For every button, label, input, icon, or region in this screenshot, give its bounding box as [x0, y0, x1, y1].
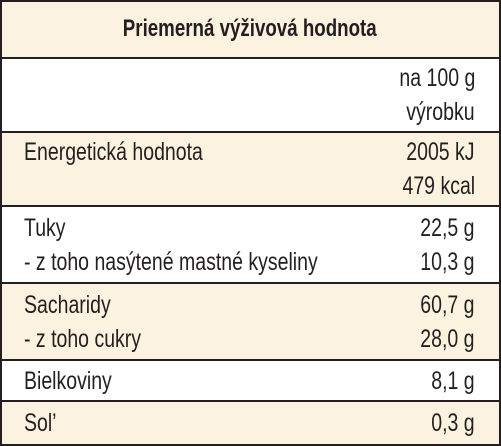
- nutrient-row: Tuky - z toho nasýtené mastné kyseliny 22,…: [2, 205, 499, 282]
- title-row: Priemerná výživová hodnota: [2, 2, 499, 57]
- nutrient-label: - z toho cukry: [24, 324, 142, 353]
- nutrient-values: 8,1 g: [419, 364, 475, 398]
- nutrient-labels: Tuky - z toho nasýtené mastné kyseliny: [24, 211, 401, 279]
- nutrient-value: 2005 kJ: [406, 137, 475, 166]
- column-header-line: výrobku: [406, 97, 475, 126]
- nutrient-values: 60,7 g 28,0 g: [405, 288, 475, 356]
- nutrient-label: Bielkoviny: [24, 366, 112, 395]
- table-title: Priemerná výživová hodnota: [122, 15, 377, 43]
- nutrient-value: 0,3 g: [431, 409, 475, 438]
- nutrient-values: 22,5 g 10,3 g: [405, 211, 475, 279]
- column-header-line: na 100 g: [399, 63, 475, 92]
- nutrient-label: Sacharidy: [24, 290, 111, 319]
- nutrient-value: 22,5 g: [420, 213, 475, 242]
- nutrient-labels: Sol’: [24, 406, 66, 440]
- nutrient-value: 28,0 g: [420, 324, 475, 353]
- nutrient-row: Sol’ 0,3 g: [2, 400, 499, 444]
- nutrient-values: 2005 kJ 479 kcal: [382, 135, 475, 203]
- nutrient-value: 60,7 g: [420, 290, 475, 319]
- nutrient-value: 10,3 g: [420, 247, 475, 276]
- nutrient-row: Bielkoviny 8,1 g: [2, 358, 499, 401]
- nutrient-labels: Bielkoviny: [24, 364, 137, 398]
- nutrient-label: Energetická hodnota: [24, 137, 203, 166]
- column-header: na 100 g výrobku: [378, 61, 475, 129]
- nutrient-label: Sol’: [24, 409, 57, 438]
- nutrient-row: Energetická hodnota 2005 kJ 479 kcal: [2, 130, 499, 206]
- nutrient-label: Tuky: [24, 213, 66, 242]
- nutrient-label: - z toho nasýtené mastné kyseliny: [24, 247, 318, 276]
- nutrient-value: 479 kcal: [402, 171, 475, 200]
- nutrient-row: Sacharidy - z toho cukry 60,7 g 28,0 g: [2, 282, 499, 359]
- nutrient-labels: Sacharidy - z toho cukry: [24, 288, 174, 356]
- nutrient-values: 0,3 g: [419, 406, 475, 440]
- nutrient-labels: Energetická hodnota: [24, 135, 253, 169]
- nutrient-value: 8,1 g: [431, 366, 475, 395]
- column-header-row: na 100 g výrobku: [2, 56, 499, 131]
